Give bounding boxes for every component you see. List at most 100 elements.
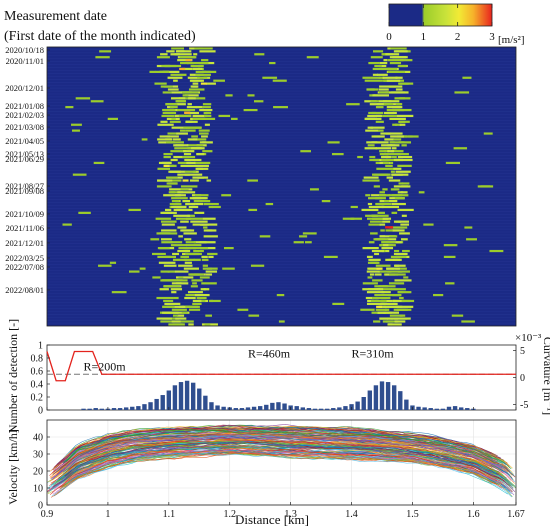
detection-bar — [337, 407, 342, 410]
heatmap-cell — [385, 91, 394, 94]
heatmap-cell — [167, 88, 179, 91]
heatmap-cell — [194, 293, 210, 297]
detection-bar — [203, 395, 208, 410]
heatmap-cell — [379, 235, 396, 238]
heatmap-cell — [95, 56, 110, 59]
heatmap-cell — [210, 299, 221, 303]
heatmap-cell — [155, 217, 172, 220]
heatmap-cell — [378, 202, 385, 206]
heatmap-cell — [299, 235, 308, 238]
detection-bar — [93, 408, 98, 410]
heatmap-cell — [378, 194, 390, 197]
heatmap-cell — [157, 123, 174, 126]
heatmap-cell — [371, 135, 385, 138]
heatmap-cell — [151, 252, 166, 256]
heatmap-cell — [397, 155, 413, 159]
heatmap-cell — [165, 138, 172, 141]
velocity-series-line — [61, 442, 514, 489]
heatmap-cell — [163, 153, 173, 156]
heatmap-cell — [394, 249, 400, 253]
date-label: 2021/01/08 — [5, 101, 44, 111]
heatmap-cell — [170, 73, 187, 76]
heatmap-cell — [179, 305, 190, 308]
heatmap-cell — [247, 179, 258, 182]
heatmap-cell — [185, 59, 192, 62]
heatmap-cell — [381, 155, 391, 159]
heatmap-cell — [165, 208, 172, 212]
heatmap-cell — [179, 56, 197, 59]
heatmap-cell — [188, 205, 199, 209]
heatmap-cell — [166, 176, 178, 179]
heatmap-cell — [402, 249, 410, 253]
date-label: 2021/10/09 — [5, 209, 44, 219]
heatmap-cell — [173, 214, 190, 217]
heatmap-cell — [381, 249, 390, 253]
heatmap-cell — [159, 288, 169, 291]
heatmap-cell — [269, 61, 276, 65]
heatmap-cell — [389, 117, 406, 120]
heatmap-cell — [184, 173, 203, 176]
heatmap-cell — [177, 108, 196, 112]
heatmap-cell — [397, 191, 403, 194]
heatmap-cells — [47, 46, 516, 326]
heatmap-cell — [207, 252, 218, 256]
heatmap-cell — [93, 161, 105, 165]
heatmap-cell — [397, 208, 414, 212]
heatmap-cell — [395, 103, 402, 106]
heatmap-cell — [71, 129, 80, 132]
heatmap-cell — [193, 53, 198, 56]
heatmap-cell — [346, 103, 360, 106]
heatmap-cell — [382, 76, 398, 79]
heatmap-cell — [396, 158, 413, 162]
heatmap-cell — [164, 302, 181, 306]
heatmap-cell — [192, 114, 208, 118]
heatmap-cell — [161, 161, 172, 165]
heatmap-cell — [382, 161, 390, 165]
heatmap-cell — [175, 276, 194, 279]
heatmap-cell — [182, 200, 191, 203]
heatmap-cell — [381, 153, 389, 156]
heatmap-cell — [170, 191, 183, 194]
heatmap-cell — [389, 141, 395, 144]
heatmap-cell — [152, 276, 161, 279]
heatmap-cell — [172, 252, 180, 256]
heatmap-cell — [433, 293, 444, 297]
heatmap-cell — [385, 258, 401, 261]
heatmap-cell — [375, 120, 384, 123]
heatmap-cell — [188, 111, 199, 115]
detection-bar — [398, 391, 403, 410]
heatmap-cell — [162, 305, 174, 308]
heatmap-cell — [129, 270, 140, 273]
heatmap-cell — [366, 217, 385, 220]
heatmap-cell — [407, 135, 419, 138]
heatmap-cell — [170, 170, 182, 173]
heatmap-cell — [381, 241, 396, 244]
heatmap-cell — [175, 217, 191, 220]
radius-annotation: R=460m — [248, 346, 291, 360]
heatmap-cell — [365, 214, 376, 217]
heatmap-frame — [46, 46, 517, 327]
heatmap-cell — [185, 202, 196, 206]
detection-bar — [282, 403, 287, 410]
heatmap-cell — [375, 296, 391, 300]
heatmap-cell — [401, 185, 411, 188]
heatmap-cell — [194, 47, 204, 50]
heatmap-cell — [181, 91, 199, 94]
heatmap-cell — [480, 185, 494, 188]
heatmap-cell — [139, 267, 146, 270]
heatmap-cell — [383, 103, 390, 106]
heatmap-cell — [293, 241, 304, 244]
heatmap-cell — [400, 59, 413, 62]
heatmap-cell — [370, 56, 383, 59]
detection-bar — [81, 408, 86, 410]
heatmap-cell — [309, 188, 319, 191]
heatmap-cell — [223, 247, 234, 250]
heatmap-cell — [380, 132, 391, 135]
detection-bar — [428, 408, 433, 410]
heatmap-cell — [382, 114, 398, 118]
detection-bar — [111, 408, 117, 410]
heatmap-cell — [401, 238, 408, 241]
date-label: 2022/07/08 — [5, 262, 44, 272]
heatmap-cell — [162, 91, 172, 94]
heatmap-cell — [395, 197, 405, 200]
